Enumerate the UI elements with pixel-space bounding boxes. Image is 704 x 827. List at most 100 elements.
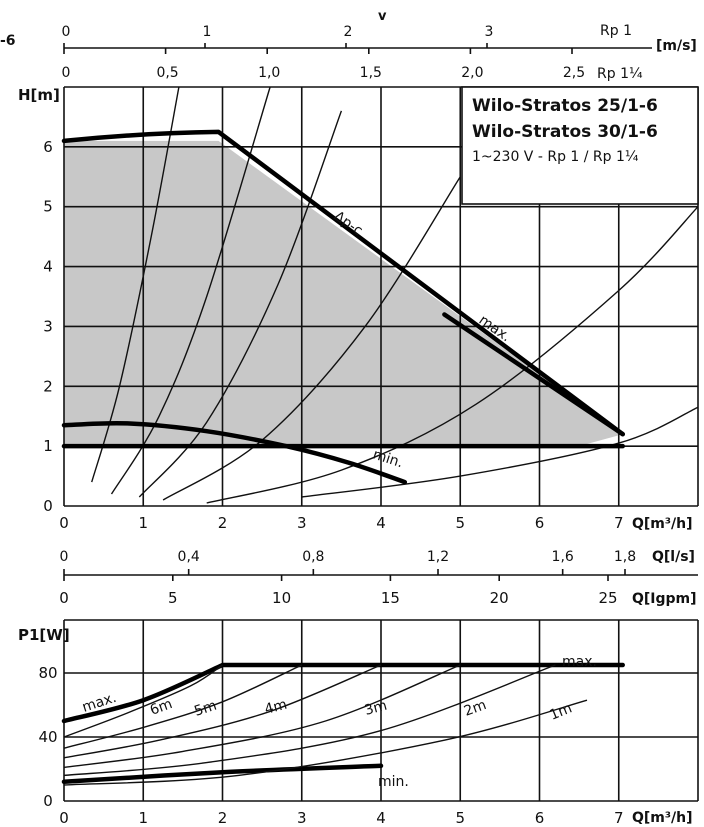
power-x-tick: 6 bbox=[535, 809, 545, 827]
power-annotation-5m: 5m bbox=[192, 698, 218, 720]
power-annotation-1m: 1m bbox=[548, 700, 575, 723]
power-annotation-4m: 4m bbox=[263, 697, 289, 718]
power-series-line bbox=[63, 664, 223, 738]
head-ticks: 0 1 2 3 4 5 6 7 0 1 2 3 4 5 6 bbox=[43, 138, 623, 532]
annotation-min: min. bbox=[371, 447, 405, 472]
head-series-line bbox=[61, 129, 625, 437]
flow-igpm-axis: 0 5 10 15 20 25 Q[Igpm] bbox=[59, 575, 697, 607]
head-series-line bbox=[61, 420, 408, 485]
power-y-tick: 0 bbox=[43, 792, 53, 810]
power-annotation-3m: 3m bbox=[363, 698, 389, 719]
power-y-tick: 40 bbox=[38, 728, 57, 746]
power-x-tick: 0 bbox=[59, 809, 69, 827]
velocity-rp1-ticks: 0 1 2 3 bbox=[62, 24, 494, 48]
system-curve bbox=[206, 206, 699, 504]
head-x-tick: 1 bbox=[138, 514, 148, 532]
head-series-line bbox=[442, 312, 625, 437]
power-x-tick: 1 bbox=[138, 809, 148, 827]
head-y-tick: 3 bbox=[43, 317, 53, 335]
head-y-tick: 6 bbox=[43, 138, 53, 156]
power-series-line bbox=[61, 763, 384, 785]
power-grid bbox=[63, 619, 699, 802]
head-y-tick: 0 bbox=[43, 497, 53, 515]
system-curve bbox=[162, 176, 461, 501]
flow-ls-ticks: 0 0,4 0,8 1,2 1,6 1,8 bbox=[60, 549, 636, 575]
system-curve bbox=[91, 86, 180, 483]
power-annotation-6m: 6m bbox=[148, 696, 175, 719]
power-annotation-max-right: max. bbox=[562, 654, 597, 670]
power-y-label: P1[W] bbox=[18, 626, 70, 644]
head-x-tick: 3 bbox=[297, 514, 307, 532]
system-curves bbox=[91, 86, 699, 504]
power-annotation-min: min. bbox=[378, 774, 409, 790]
head-x-tick: 6 bbox=[535, 514, 545, 532]
head-y-tick: 2 bbox=[43, 377, 53, 395]
velocity-rp1-tick: 0 bbox=[62, 24, 71, 40]
power-series-line bbox=[63, 664, 382, 759]
head-x-tick: 2 bbox=[218, 514, 228, 532]
power-x-tick: 2 bbox=[218, 809, 228, 827]
head-x-tick: 4 bbox=[376, 514, 386, 532]
flow-igpm-tick: 15 bbox=[381, 589, 400, 607]
flow-igpm-tick: 20 bbox=[490, 589, 509, 607]
operating-area bbox=[64, 140, 623, 447]
flow-ls-tick: 0 bbox=[60, 549, 69, 565]
head-y-tick: 1 bbox=[43, 437, 53, 455]
velocity-rp1-tick: 3 bbox=[485, 24, 494, 40]
velocity-rp114-tick: 2,5 bbox=[563, 65, 585, 81]
power-series-line bbox=[61, 662, 625, 724]
legend-line-3: 1~230 V - Rp 1 / Rp 1¼ bbox=[472, 149, 639, 165]
velocity-symbol: v bbox=[378, 9, 387, 24]
flow-igpm-tick: 5 bbox=[168, 589, 178, 607]
head-x-tick: 5 bbox=[455, 514, 465, 532]
velocity-rp1-tick: 2 bbox=[344, 24, 353, 40]
velocity-rp114-tick: 2,0 bbox=[461, 65, 483, 81]
power-series-line bbox=[63, 664, 303, 749]
flow-ls-unit: Q[l/s] bbox=[652, 549, 695, 565]
system-curve bbox=[138, 110, 343, 498]
power-x-tick: 7 bbox=[614, 809, 624, 827]
flow-ls-tick: 1,2 bbox=[427, 549, 449, 565]
flow-ls-tick: 1,8 bbox=[614, 549, 636, 565]
velocity-rp114-tick: 1,5 bbox=[360, 65, 382, 81]
page-title-fragment: -6 bbox=[0, 33, 16, 49]
head-y-tick: 5 bbox=[43, 198, 53, 216]
legend-line-1: Wilo-Stratos 25/1-6 bbox=[472, 96, 658, 116]
power-x-tick: 5 bbox=[455, 809, 465, 827]
flow-igpm-tick: 25 bbox=[598, 589, 617, 607]
velocity-rp114-tick: 0,5 bbox=[156, 65, 178, 81]
power-series bbox=[61, 662, 625, 786]
power-x-tick: 4 bbox=[376, 809, 386, 827]
flow-igpm-tick: 10 bbox=[272, 589, 291, 607]
flow-igpm-unit: Q[Igpm] bbox=[632, 591, 697, 607]
power-y-tick: 80 bbox=[38, 664, 57, 682]
velocity-rp1-tick: 1 bbox=[203, 24, 212, 40]
system-curve bbox=[110, 86, 271, 495]
legend-box bbox=[461, 86, 699, 205]
head-x-tick: 0 bbox=[59, 514, 69, 532]
power-series-line bbox=[63, 699, 588, 786]
power-series-line bbox=[63, 664, 556, 777]
flow-ls-tick: 0,4 bbox=[178, 549, 200, 565]
flow-ls-axis: 0 0,4 0,8 1,2 1,6 1,8 Q[l/s] bbox=[60, 549, 698, 576]
head-y-label: H[m] bbox=[18, 86, 60, 104]
power-x-tick: 3 bbox=[297, 809, 307, 827]
head-x-label: Q[m³/h] bbox=[632, 516, 693, 532]
power-series-line bbox=[63, 664, 461, 769]
power-ticks: 0 1 2 3 4 5 6 7 0 40 80 bbox=[38, 664, 623, 827]
velocity-rp114-tick: 0 bbox=[62, 65, 71, 81]
power-annotation-2m: 2m bbox=[462, 697, 489, 720]
velocity-rp114-tick: 1,0 bbox=[258, 65, 280, 81]
legend-line-2: Wilo-Stratos 30/1-6 bbox=[472, 122, 658, 142]
velocity-rp114-ticks: 0 0,5 1,0 1,5 2,0 2,5 bbox=[62, 48, 585, 81]
power-x-label: Q[m³/h] bbox=[632, 810, 693, 826]
velocity-unit: [m/s] bbox=[656, 38, 697, 54]
system-curve bbox=[301, 406, 699, 498]
head-y-tick: 4 bbox=[43, 258, 53, 276]
head-series bbox=[61, 129, 625, 485]
velocity-rp114-label: Rp 1¼ bbox=[597, 66, 643, 82]
head-x-tick: 7 bbox=[614, 514, 624, 532]
